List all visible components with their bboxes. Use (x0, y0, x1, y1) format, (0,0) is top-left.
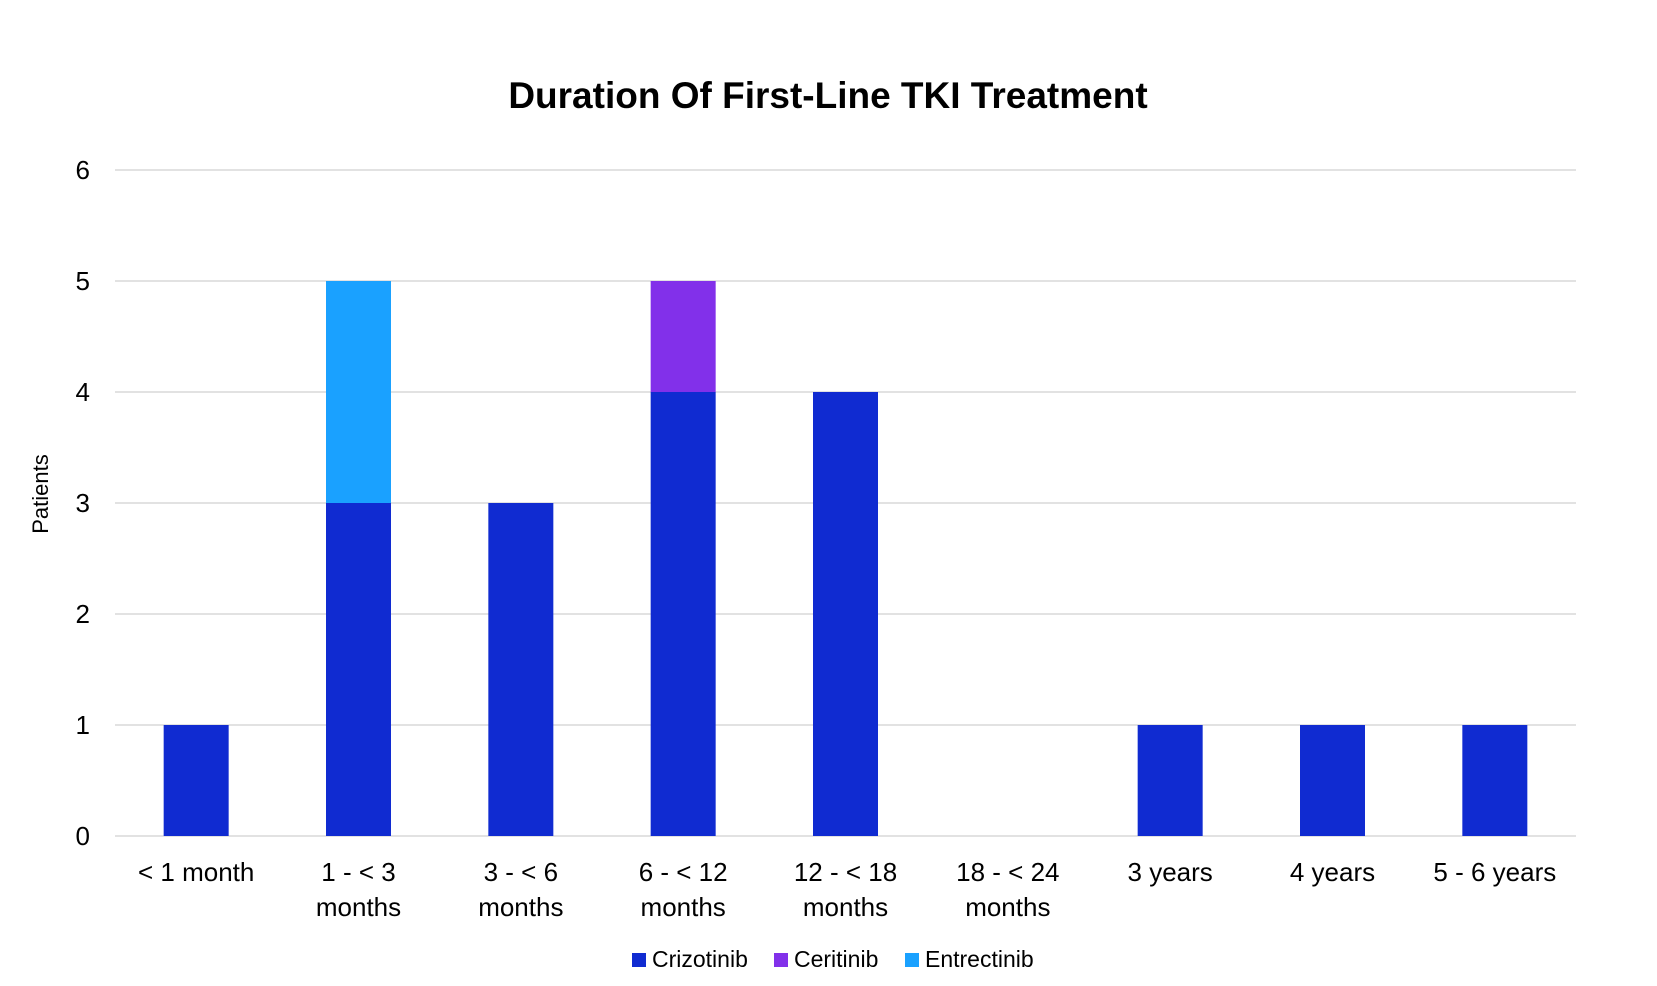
legend-label-crizotinib: Crizotinib (652, 946, 748, 972)
bar-crizotinib-4 (813, 392, 878, 836)
bar-crizotinib-2 (488, 503, 554, 836)
x-tick-label: months (965, 892, 1050, 922)
bars (163, 281, 1528, 836)
x-tick-label: 3 years (1128, 857, 1213, 887)
x-tick-label: months (803, 892, 888, 922)
x-tick-label: 12 - < 18 (794, 857, 897, 887)
bar-crizotinib-3 (650, 392, 716, 836)
legend-label-ceritinib: Ceritinib (794, 946, 878, 972)
x-axis-ticks: < 1 month 1 - < 3 months 3 - < 6 months 6 - <… (138, 857, 1556, 922)
y-tick-label: 5 (76, 266, 90, 296)
x-tick-label: months (316, 892, 401, 922)
chart-title: Duration Of First-Line TKI Treatment (508, 75, 1147, 116)
legend-swatch-ceritinib (774, 953, 788, 967)
x-tick-label: 1 - < 3 (321, 857, 395, 887)
bar-crizotinib-7 (1300, 725, 1365, 836)
x-tick-label: 6 - < 12 (639, 857, 728, 887)
bar-crizotinib-1 (326, 503, 391, 836)
x-tick-label: 5 - 6 years (1433, 857, 1556, 887)
bar-ceritinib-3 (650, 281, 716, 392)
bar-crizotinib-0 (163, 725, 229, 836)
y-tick-label: 1 (76, 710, 90, 740)
bar-crizotinib-8 (1462, 725, 1528, 836)
bar-entrectinib-1 (326, 281, 391, 503)
x-tick-label: 18 - < 24 (956, 857, 1059, 887)
y-tick-label: 3 (76, 488, 90, 518)
x-tick-label: 4 years (1290, 857, 1375, 887)
x-tick-label: 3 - < 6 (484, 857, 558, 887)
y-tick-label: 0 (76, 821, 90, 851)
legend-label-entrectinib: Entrectinib (925, 946, 1034, 972)
legend-swatch-entrectinib (905, 953, 919, 967)
x-tick-label: months (641, 892, 726, 922)
y-axis-ticks: 0 1 2 3 4 5 6 (76, 155, 90, 851)
legend-swatch-crizotinib (632, 953, 646, 967)
y-tick-label: 4 (76, 377, 90, 407)
y-axis-label: Patients (28, 454, 53, 534)
y-tick-label: 6 (76, 155, 90, 185)
y-tick-label: 2 (76, 599, 90, 629)
bar-crizotinib-6 (1137, 725, 1203, 836)
x-tick-label: < 1 month (138, 857, 254, 887)
legend: Crizotinib Ceritinib Entrectinib (632, 946, 1034, 972)
x-tick-label: months (478, 892, 563, 922)
